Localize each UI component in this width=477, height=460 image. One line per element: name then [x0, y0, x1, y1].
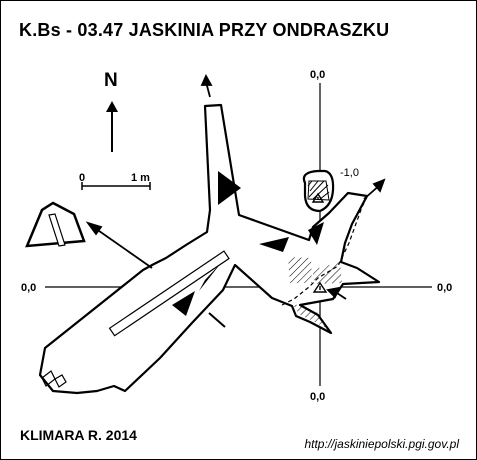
- north-arrow-icon: [106, 101, 118, 152]
- passage-arrows: [85, 73, 386, 269]
- chamber-depth-label: -1,0: [340, 167, 359, 179]
- scale-bar: [81, 182, 151, 190]
- scale-length-label: 1 m: [131, 172, 150, 184]
- datum-label-right: 0,0: [437, 282, 453, 294]
- slope-arrows: [172, 171, 324, 316]
- survey-point-icon: [311, 192, 328, 293]
- hatched-slopes: [288, 257, 342, 330]
- source-url: http://jaskiniepolski.pgi.gov.pl: [304, 437, 459, 451]
- scale-zero-label: 0: [79, 172, 86, 184]
- drip-line: [281, 196, 368, 306]
- cave-outline: [38, 103, 381, 395]
- datum-label-top: 0,0: [310, 69, 326, 81]
- plan-title: K.Bs - 03.47 JASKINIA PRZY ONDRASZKU: [19, 20, 390, 40]
- entrance-arrow-icon: [326, 286, 347, 300]
- author-credit: KLIMARA R. 2014: [20, 427, 137, 443]
- cave-details: [41, 180, 330, 388]
- datum-label-bottom: 0,0: [310, 391, 326, 403]
- datum-label-left: 0,0: [21, 282, 37, 294]
- cross-section-sketch: [25, 201, 86, 248]
- north-label: N: [104, 70, 118, 91]
